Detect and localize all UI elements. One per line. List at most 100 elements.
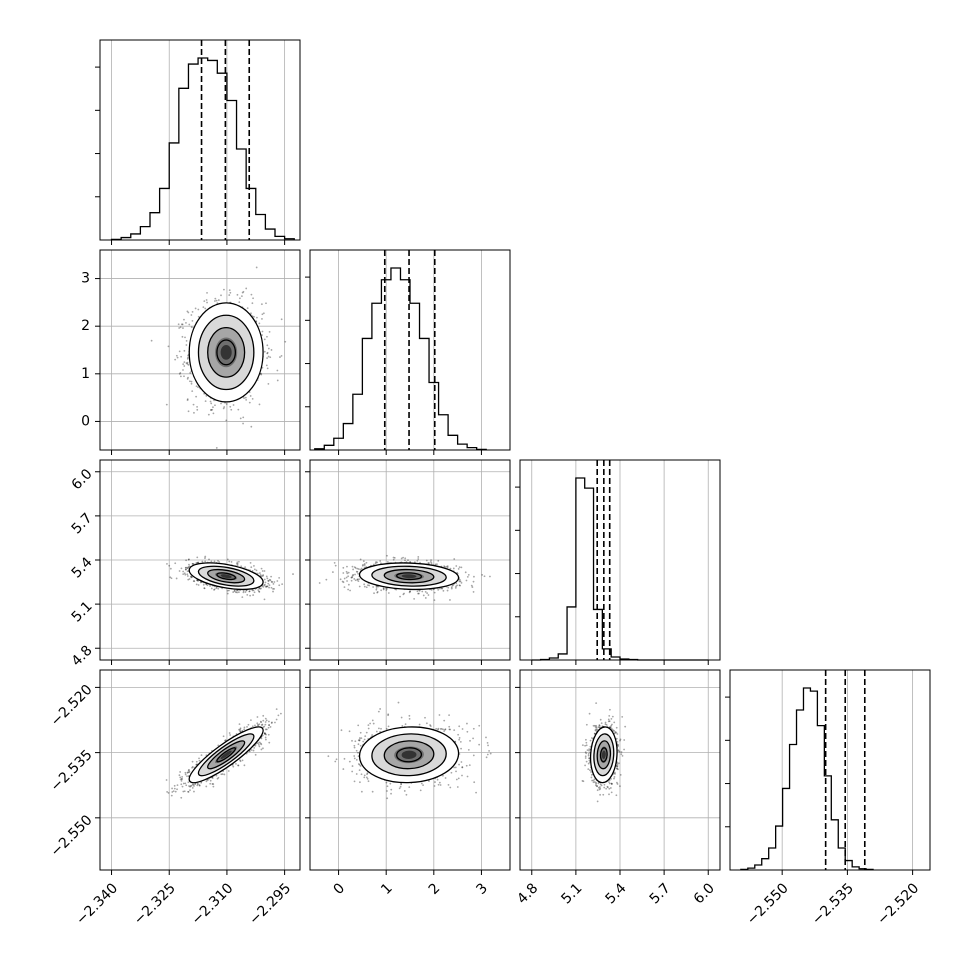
sample-point xyxy=(611,728,614,731)
sample-point xyxy=(379,560,382,562)
sample-point xyxy=(611,715,614,718)
sample-point xyxy=(424,590,427,593)
sample-point xyxy=(225,403,228,405)
sample-point xyxy=(592,781,595,784)
sample-point xyxy=(174,358,177,361)
sample-point xyxy=(186,575,189,577)
sample-point xyxy=(192,580,195,582)
sample-point xyxy=(264,717,267,720)
sample-point xyxy=(413,597,416,600)
sample-point xyxy=(609,787,612,789)
sample-point xyxy=(438,714,441,716)
sample-point xyxy=(608,720,611,723)
sample-point xyxy=(237,591,240,594)
sample-point xyxy=(185,568,187,571)
sample-point xyxy=(260,303,263,306)
sample-point xyxy=(400,557,403,560)
sample-point xyxy=(390,792,392,795)
sample-point xyxy=(584,751,587,754)
sample-point xyxy=(607,720,610,723)
sample-point xyxy=(267,580,270,582)
sample-point xyxy=(206,291,208,294)
sample-point xyxy=(353,566,356,569)
sample-point xyxy=(616,781,618,784)
sample-point xyxy=(351,565,354,568)
sample-point xyxy=(333,562,336,564)
sample-point xyxy=(254,753,257,756)
sample-point xyxy=(345,570,348,573)
sample-point xyxy=(598,724,601,727)
sample-point xyxy=(249,395,252,397)
sample-point xyxy=(597,786,600,789)
sample-point xyxy=(385,781,388,784)
sample-point xyxy=(442,589,445,592)
sample-point xyxy=(176,356,179,359)
sample-point xyxy=(360,567,363,570)
y-tick-label: 5.4 xyxy=(69,554,96,581)
y-tick-label: 5.1 xyxy=(69,598,96,625)
sample-point xyxy=(187,790,189,793)
sample-point xyxy=(184,782,187,785)
sample-point xyxy=(178,327,181,329)
sample-point xyxy=(339,578,342,581)
sample-point xyxy=(239,297,241,300)
sample-point xyxy=(610,717,613,720)
sample-point xyxy=(471,586,474,588)
sample-point xyxy=(259,572,261,574)
sample-point xyxy=(450,587,453,590)
sample-point xyxy=(244,591,247,593)
sample-point xyxy=(241,596,244,599)
sample-point xyxy=(186,573,189,576)
sample-point xyxy=(610,724,613,727)
sample-point xyxy=(256,723,259,726)
sample-point xyxy=(186,361,189,364)
sample-point xyxy=(182,570,185,573)
sample-point xyxy=(610,727,613,730)
sample-point xyxy=(238,728,240,731)
sample-point xyxy=(168,564,171,567)
sample-point xyxy=(204,557,206,559)
sample-point xyxy=(264,581,267,584)
sample-point xyxy=(456,584,459,587)
sample-point xyxy=(254,724,256,727)
sample-point xyxy=(623,748,625,751)
sample-point xyxy=(420,782,423,785)
sample-point xyxy=(175,354,178,357)
sample-point xyxy=(460,581,463,584)
contour-line xyxy=(396,747,423,763)
sample-point xyxy=(266,357,268,359)
sample-point xyxy=(592,724,595,727)
sample-point xyxy=(184,573,187,576)
sample-point xyxy=(263,725,266,728)
sample-point xyxy=(585,741,588,744)
sample-point xyxy=(380,589,383,592)
sample-point xyxy=(584,757,587,759)
sample-point xyxy=(222,735,225,738)
sample-point xyxy=(239,730,242,733)
sample-point xyxy=(362,563,364,566)
sample-point xyxy=(186,357,189,360)
sample-point xyxy=(363,738,366,741)
sample-point xyxy=(449,599,451,601)
x-tick-label: −2.520 xyxy=(874,880,922,928)
sample-point xyxy=(188,771,190,774)
sample-point xyxy=(371,734,374,736)
sample-point xyxy=(233,589,236,592)
sample-point xyxy=(246,307,249,310)
sample-point xyxy=(272,588,274,590)
sample-point xyxy=(367,780,370,783)
sample-point xyxy=(380,727,382,730)
sample-point xyxy=(224,739,226,742)
sample-point xyxy=(220,294,222,297)
sample-point xyxy=(190,382,193,385)
y-tick-label: 4.8 xyxy=(69,643,96,670)
sample-point xyxy=(206,584,209,587)
sample-point xyxy=(150,339,153,342)
sample-point xyxy=(181,785,184,788)
sample-point xyxy=(260,748,263,751)
sample-point xyxy=(418,723,421,726)
joint-panel-0-1: 0 1 2 3 xyxy=(81,249,301,455)
sample-point xyxy=(346,565,348,568)
sample-point xyxy=(617,750,620,753)
sample-point xyxy=(259,574,262,576)
